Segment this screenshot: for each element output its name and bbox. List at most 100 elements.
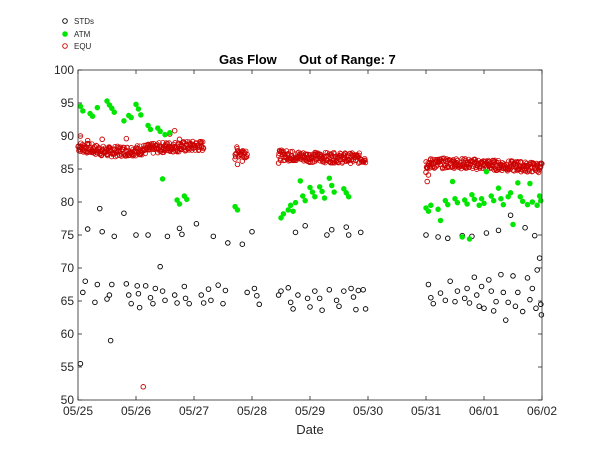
stds-point xyxy=(275,292,282,298)
stds-point xyxy=(256,301,263,308)
stds-point xyxy=(128,300,134,307)
atm-point xyxy=(280,211,287,217)
atm-point xyxy=(481,200,487,207)
x-axis-ticks: 05/25 05/26 05/27 05/28 05/29 05/30 05/31 06/01… xyxy=(63,70,557,418)
stds-point xyxy=(307,304,313,310)
equ-band-layer xyxy=(75,138,545,176)
stds-point xyxy=(147,294,154,301)
stds-point xyxy=(239,241,246,247)
chart-title-right: Out of Range: 7 xyxy=(299,52,396,67)
equ-band-point xyxy=(362,157,368,163)
y-tick-label: 90 xyxy=(61,129,75,143)
atm-point xyxy=(278,215,284,221)
atm-point xyxy=(529,199,536,205)
stds-point xyxy=(486,277,492,283)
atm-point xyxy=(145,122,151,129)
stds-point xyxy=(445,235,451,242)
equ-band-point xyxy=(163,140,169,146)
equ-band-point xyxy=(244,154,250,160)
plot-frame xyxy=(77,69,543,401)
equ-point xyxy=(123,135,130,142)
stds-point xyxy=(442,297,449,304)
equ-point xyxy=(232,156,238,162)
equ-band-point xyxy=(200,139,206,145)
stds-point xyxy=(285,285,292,291)
stds-point xyxy=(319,307,325,313)
legend-label-atm: ATM xyxy=(74,30,91,39)
stds-point xyxy=(210,233,217,240)
stds-point xyxy=(490,308,497,314)
x-tick-label: 05/28 xyxy=(237,404,267,418)
atm-point xyxy=(478,195,485,202)
stds-point xyxy=(304,295,311,302)
stds-point xyxy=(324,232,330,238)
data-points-layer xyxy=(77,98,545,390)
stds-point xyxy=(336,303,342,310)
stds-point xyxy=(519,308,526,315)
atm-point xyxy=(425,208,432,214)
y-tick-label: 65 xyxy=(61,294,75,308)
stds-point xyxy=(215,282,221,288)
stds-point xyxy=(111,233,117,240)
atm-point xyxy=(343,190,350,196)
atm-point xyxy=(495,185,502,191)
stds-point xyxy=(498,271,504,278)
atm-point xyxy=(159,176,166,182)
atm-point xyxy=(128,114,134,121)
atm-point xyxy=(321,195,328,201)
stds-point xyxy=(290,306,296,312)
stds-point xyxy=(174,300,180,306)
equ-band-point xyxy=(198,138,204,145)
stds-point xyxy=(107,337,114,344)
stds-point xyxy=(495,227,502,234)
y-tick-label: 85 xyxy=(61,162,75,176)
stds-point xyxy=(159,288,166,294)
x-tick-label: 05/30 xyxy=(353,404,383,418)
equ-band-point xyxy=(464,165,470,171)
equ-band-point xyxy=(201,145,207,152)
stds-point xyxy=(425,281,432,288)
stds-point xyxy=(292,229,299,236)
stds-point xyxy=(428,294,434,301)
stds-point xyxy=(435,234,441,240)
stds-point xyxy=(254,292,260,299)
atm-point xyxy=(309,189,316,195)
stds-point xyxy=(186,300,192,307)
atm-point xyxy=(461,197,468,203)
stds-point xyxy=(353,306,359,313)
atm-point xyxy=(490,197,497,204)
atm-point xyxy=(234,207,241,213)
stds-point xyxy=(182,295,189,302)
stds-point xyxy=(343,224,350,230)
atm-point xyxy=(454,199,461,206)
chart-title-left: Gas Flow xyxy=(219,52,278,67)
atm-point xyxy=(464,201,470,207)
stds-point xyxy=(84,226,91,232)
stds-point xyxy=(533,305,539,312)
atm-point xyxy=(312,193,318,200)
stds-point xyxy=(205,286,212,292)
equ-point xyxy=(84,137,91,144)
stds-point xyxy=(326,287,333,293)
stds-point xyxy=(345,232,352,238)
atm-point xyxy=(133,101,139,108)
atm-point xyxy=(138,112,144,118)
equ-band-point xyxy=(529,168,536,174)
stds-point xyxy=(538,312,545,318)
atm-point xyxy=(157,128,163,135)
stds-point xyxy=(222,287,229,294)
x-tick-label: 05/31 xyxy=(411,404,441,418)
equ-band-point xyxy=(356,150,362,156)
atm-point xyxy=(466,236,473,242)
atm-point xyxy=(449,178,456,185)
stds-point xyxy=(341,288,347,294)
stds-point xyxy=(278,288,284,294)
stds-point xyxy=(171,292,178,298)
atm-point xyxy=(174,197,180,203)
stds-point xyxy=(532,232,538,239)
stds-point xyxy=(133,232,139,238)
equ-point xyxy=(99,136,105,143)
equ-band-point xyxy=(134,143,140,149)
stds-point xyxy=(437,290,444,296)
atm-point xyxy=(505,193,511,200)
